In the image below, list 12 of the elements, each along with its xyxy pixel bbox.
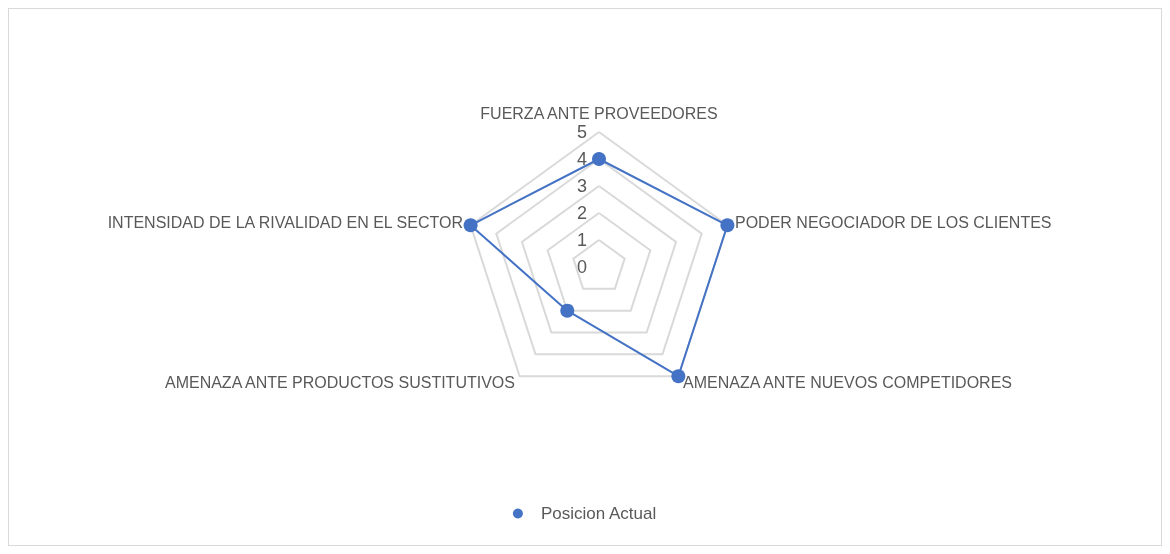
spoke-label: PODER NEGOCIADOR DE LOS CLIENTES bbox=[735, 214, 1052, 232]
spoke-label: INTENSIDAD DE LA RIVALIDAD EN EL SECTOR bbox=[107, 214, 463, 232]
spoke-label: AMENAZA ANTE PRODUCTOS SUSTITUTIVOS bbox=[164, 374, 515, 392]
y-tick-label: 4 bbox=[576, 149, 587, 169]
y-tick-label: 2 bbox=[576, 203, 587, 223]
y-tick-label: 3 bbox=[576, 176, 587, 196]
spoke-label: AMENAZA ANTE NUEVOS COMPETIDORES bbox=[683, 374, 1013, 392]
y-tick-label: 0 bbox=[576, 257, 587, 277]
y-tick-label: 5 bbox=[576, 122, 587, 142]
spoke-label: FUERZA ANTE PROVEEDORES bbox=[480, 104, 718, 122]
legend-label: Posicion Actual bbox=[540, 504, 657, 523]
y-tick-label: 1 bbox=[576, 230, 587, 250]
